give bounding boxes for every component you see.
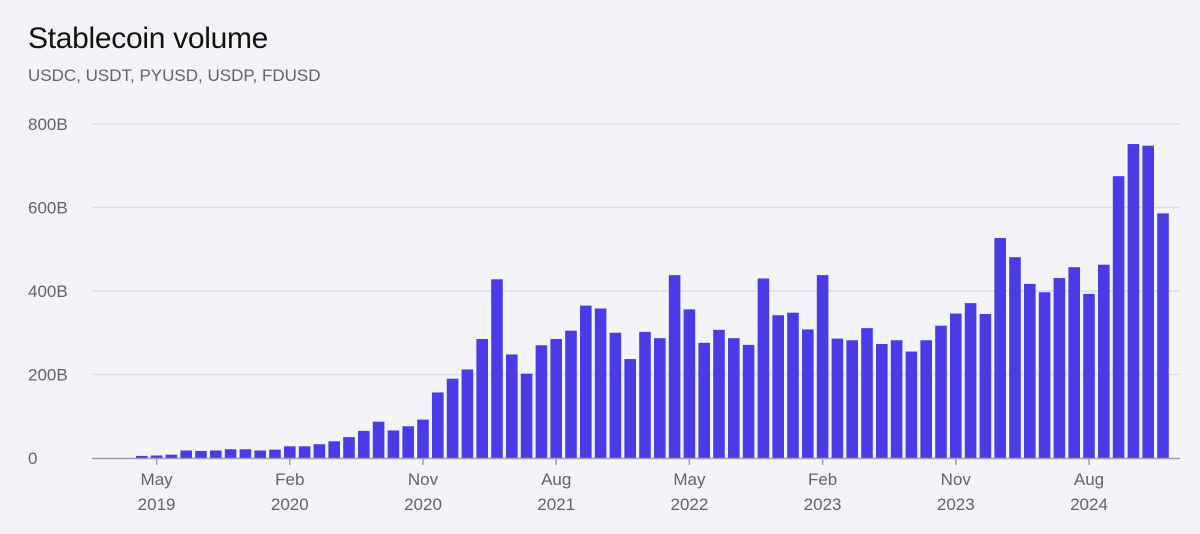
bar-2020-06 [343,437,355,459]
bar-2025-01 [1157,213,1169,458]
bar-2023-01 [802,329,814,458]
bar-2022-11 [772,315,784,458]
x-tick-year: 2024 [1070,495,1108,514]
x-tick-month: Feb [275,470,304,489]
bar-2023-08 [905,351,918,458]
bar-2024-09 [1098,264,1110,458]
y-tick-label: 0 [28,449,37,468]
bar-2019-08 [195,450,207,458]
bar-2020-11 [417,419,429,458]
bar-2021-01 [446,378,459,458]
y-tick-label: 600B [28,199,68,218]
bar-2022-06 [698,342,710,458]
x-tick-year: 2023 [804,495,842,514]
x-axis-ticks: May 2019 Feb 2020 Nov 2020 Aug 2021 May 2022 Feb 20… [138,458,1108,514]
bar-2023-11 [950,313,962,458]
x-tick-month: Nov [408,470,439,489]
bar-2021-02 [461,369,474,458]
x-tick-year: 2020 [404,495,442,514]
bar-2021-12 [609,332,622,458]
bars [136,144,1169,459]
bar-2023-05 [861,328,873,458]
bar-2024-12 [1142,145,1154,458]
bar-2022-03 [654,338,666,458]
bar-2020-08 [372,421,385,458]
bar-2021-10 [580,305,592,458]
bar-2020-02 [284,446,296,458]
bar-2024-06 [1053,278,1066,458]
bar-2020-07 [358,430,370,458]
bar-2023-12 [964,303,977,458]
bar-2020-03 [298,446,311,458]
x-tick-month: May [141,470,174,489]
bar-2024-10 [1112,176,1125,458]
bar-2022-08 [728,338,740,458]
x-tick-year: 2023 [937,495,975,514]
y-tick-label: 800B [28,115,68,134]
bar-2019-06 [165,454,178,458]
bar-2020-10 [402,426,414,458]
x-tick-year: 2020 [271,495,309,514]
bar-2021-04 [491,279,503,458]
bar-2020-04 [313,444,326,458]
x-tick-year: 2021 [537,495,575,514]
x-tick-month: Nov [941,470,972,489]
y-tick-label: 200B [28,366,68,385]
bar-2024-07 [1068,267,1080,458]
bar-2019-07 [180,450,192,458]
bar-2022-02 [639,331,651,458]
x-tick-year: 2019 [138,495,176,514]
bar-2024-02 [994,237,1006,458]
x-tick-month: May [673,470,706,489]
bar-2022-04 [668,275,681,458]
bar-2019-09 [210,450,222,458]
bar-2019-10 [224,449,237,458]
bar-2020-05 [328,441,340,458]
bar-2020-01 [269,449,281,458]
bar-2021-09 [565,330,577,458]
bar-2022-09 [742,344,755,458]
bar-2023-10 [935,325,947,458]
bar-2019-04 [136,455,148,458]
chart-title: Stablecoin volume [28,22,269,55]
bar-2021-06 [520,373,533,458]
x-tick-month: Aug [541,470,571,489]
bar-2022-01 [624,359,636,458]
bar-2021-11 [594,308,607,458]
x-tick-month: Aug [1074,470,1104,489]
bar-2024-03 [1009,257,1021,458]
bar-2024-11 [1127,144,1140,459]
bar-2019-12 [254,450,266,458]
bar-2023-03 [831,338,844,458]
y-tick-label: 400B [28,282,68,301]
bar-2019-11 [239,449,252,458]
bar-2020-12 [432,392,444,458]
bar-2024-05 [1038,292,1051,458]
y-axis-ticks: 0 200B 400B 600B 800B [28,115,68,468]
bar-2024-01 [979,313,992,458]
bar-2021-08 [550,339,562,458]
bar-2023-09 [920,340,932,458]
bar-2024-08 [1083,293,1095,458]
x-tick-month: Feb [808,470,837,489]
bar-2022-10 [757,278,770,458]
bar-2023-06 [876,344,888,458]
bar-2022-05 [683,309,696,458]
bar-2024-04 [1024,283,1036,458]
bar-2022-07 [713,329,725,458]
bar-2023-04 [846,340,858,458]
bar-2021-07 [535,345,548,458]
chart-subtitle: USDC, USDT, PYUSD, USDP, FDUSD [28,66,321,85]
bar-2023-02 [816,275,829,458]
bar-2023-07 [890,340,903,458]
bar-2020-09 [387,430,400,458]
bar-2021-05 [506,354,518,458]
x-tick-year: 2022 [670,495,708,514]
bar-2022-12 [787,312,799,458]
bar-2019-05 [150,455,163,458]
bar-2021-03 [476,339,488,458]
